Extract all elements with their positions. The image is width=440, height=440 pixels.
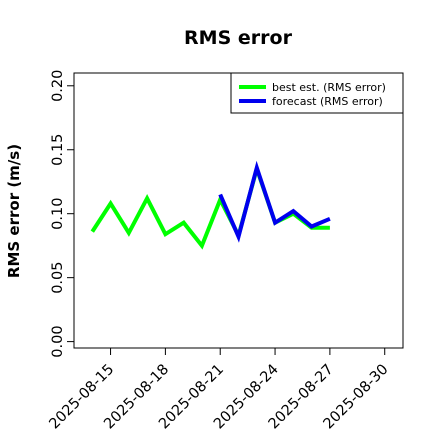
y-tick-label: 0.00 (50, 325, 66, 357)
legend-label-best-est: best est. (RMS error) (272, 81, 386, 94)
plot-area (73, 72, 404, 349)
legend: best est. (RMS error) forecast (RMS erro… (230, 72, 404, 114)
legend-label-forecast: forecast (RMS error) (272, 95, 383, 108)
x-axis-ticks: 2025-08-152025-08-182025-08-212025-08-24… (46, 348, 392, 432)
y-axis-label: RMS error (m/s) (5, 144, 23, 278)
series-layer (90, 160, 331, 250)
series-line-best-est (90, 162, 330, 250)
y-tick-label: 0.05 (50, 262, 66, 294)
legend-box (230, 72, 404, 114)
chart-title: RMS error (184, 27, 293, 49)
y-tick-label: 0.15 (50, 134, 66, 166)
y-axis-ticks: 0.00 0.05 0.10 0.15 0.20 (50, 70, 74, 358)
y-tick-label: 0.20 (50, 70, 66, 102)
y-tick-label: 0.10 (50, 198, 66, 230)
series-line-forecast (218, 160, 331, 243)
